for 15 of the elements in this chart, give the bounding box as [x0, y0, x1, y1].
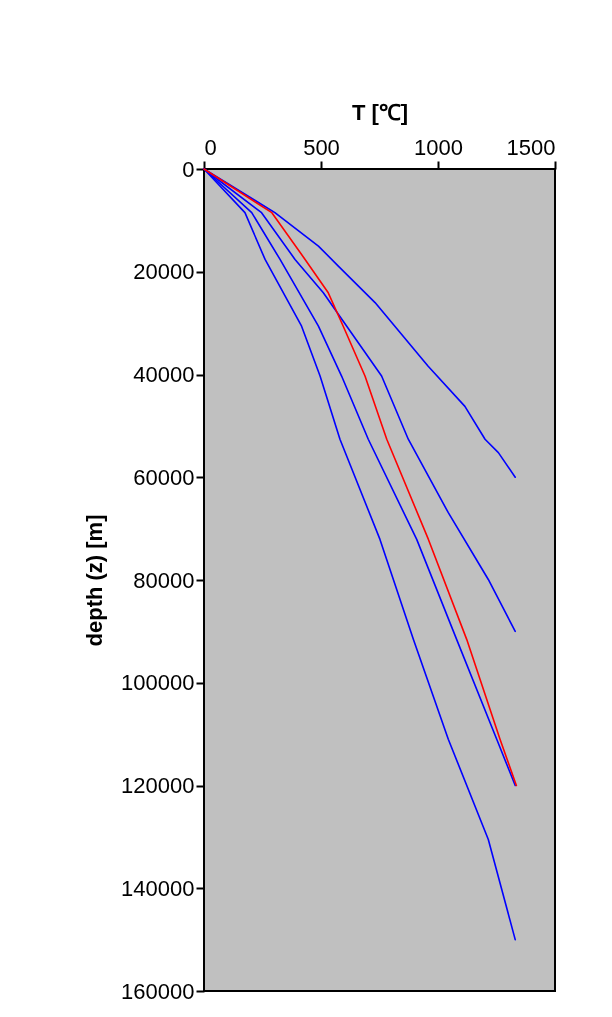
x-tick-label: 0 [204, 134, 217, 160]
y-tick-label: 100000 [121, 670, 195, 696]
y-tick-label: 40000 [133, 362, 195, 387]
y-tick-label: 80000 [133, 567, 195, 593]
x-tick-label: 1000 [414, 134, 463, 160]
y-tick-label: 140000 [121, 875, 195, 901]
x-tick-label: 1500 [506, 134, 556, 160]
y-tick-label: 160000 [121, 978, 195, 1004]
y-tick-label: 0 [182, 156, 195, 182]
y-axis-title: depth (z) [m] [82, 514, 108, 647]
x-tick-label: 500 [303, 134, 340, 160]
x-axis-title: T [℃] [351, 99, 409, 125]
y-tick-label: 20000 [133, 259, 195, 285]
y-tick-label: 60000 [133, 464, 195, 490]
y-tick-label: 120000 [121, 773, 195, 798]
